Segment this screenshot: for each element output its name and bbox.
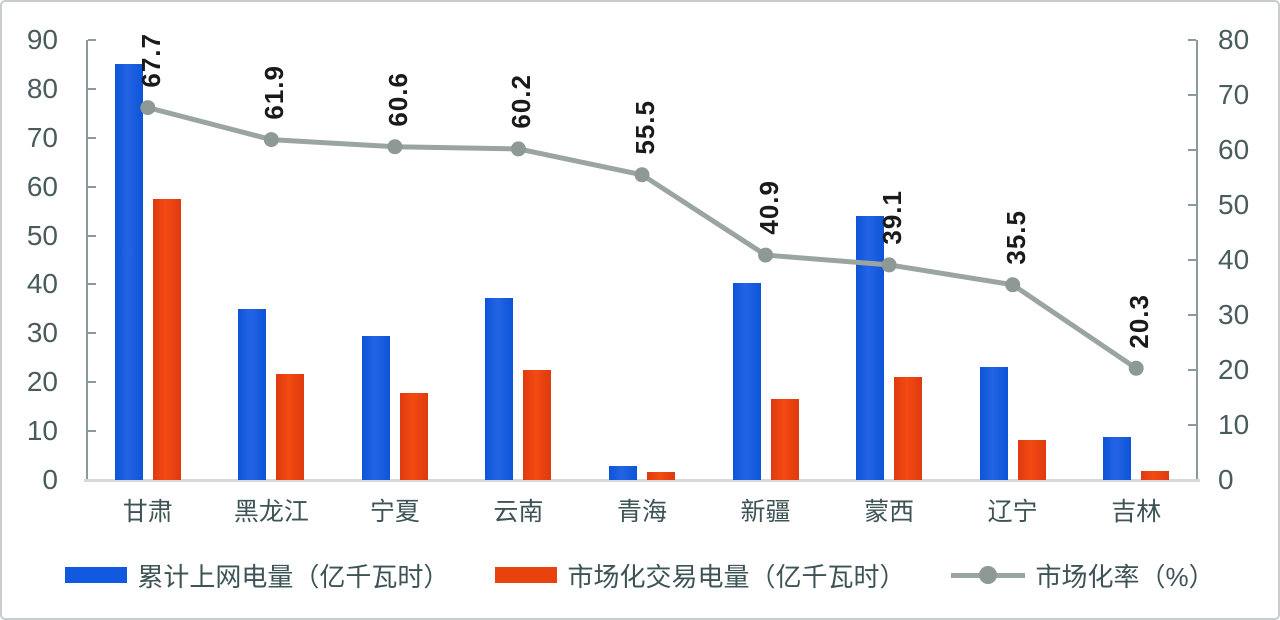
bar-market-traded-energy — [894, 376, 923, 480]
bar-cumulative-energy — [732, 282, 761, 480]
left-axis-tick-mark — [88, 39, 96, 41]
line-marker — [634, 167, 650, 183]
bar-market-traded-energy — [399, 392, 428, 480]
right-axis-tick-mark — [1188, 424, 1196, 426]
left-axis-tick-label: 20 — [26, 366, 58, 398]
bar-market-traded-energy — [1141, 471, 1170, 480]
right-axis-tick-mark — [1188, 204, 1196, 206]
right-axis-tick-label: 20 — [1218, 354, 1250, 385]
category-label: 青海 — [616, 498, 667, 526]
left-axis-line — [86, 40, 88, 480]
left-axis-tick-mark — [88, 332, 96, 335]
right-axis-tick-label: 40 — [1218, 244, 1250, 275]
line-marker — [758, 247, 774, 263]
right-axis-tick-mark — [1188, 369, 1196, 371]
bar-cumulative-energy — [485, 297, 514, 480]
left-axis-tick-label: 30 — [26, 317, 58, 349]
bar-cumulative-energy — [361, 335, 390, 480]
bar-market-traded-energy — [276, 373, 305, 480]
line-marker — [263, 132, 279, 148]
right-axis-tick-mark — [1188, 149, 1196, 151]
right-axis-tick-mark — [1188, 259, 1196, 261]
line-marker — [140, 100, 156, 116]
line-value-label: 61.9 — [259, 64, 290, 120]
right-axis-tick-label: 60 — [1218, 134, 1250, 165]
bar-market-traded-energy — [1017, 439, 1046, 480]
right-axis-tick-label: 80 — [1218, 24, 1250, 55]
left-axis-tick-mark — [88, 136, 96, 139]
legend-label: 累计上网电量（亿千瓦时） — [137, 561, 450, 592]
left-axis-tick-mark — [88, 283, 96, 286]
legend: 累计上网电量（亿千瓦时） 市场化交易电量（亿千瓦时） 市场化率（%） — [2, 556, 1278, 594]
legend-label: 市场化交易电量（亿千瓦时） — [567, 561, 906, 592]
orange-bar-swatch-icon — [495, 567, 558, 583]
line-value-label: 67.7 — [135, 33, 166, 88]
right-axis-tick-mark — [1188, 39, 1196, 41]
left-axis-tick-label: 80 — [26, 72, 58, 104]
left-axis-tick-mark — [88, 381, 96, 384]
line-marker — [387, 139, 403, 155]
left-axis-tick-label: 40 — [26, 268, 58, 300]
category-label: 辽宁 — [987, 498, 1038, 526]
category-label: 蒙西 — [864, 498, 915, 526]
line-value-label: 35.5 — [1000, 210, 1031, 265]
bar-cumulative-energy — [856, 216, 885, 480]
category-label: 吉林 — [1111, 498, 1162, 526]
bar-market-traded-energy — [770, 399, 799, 480]
line-marker — [1128, 360, 1144, 376]
legend-item-market-traded-energy: 市场化交易电量（亿千瓦时） — [495, 557, 905, 594]
category-label: 新疆 — [740, 498, 791, 526]
right-axis-tick-mark — [1188, 314, 1196, 316]
bar-market-traded-energy — [152, 198, 181, 480]
legend-item-cumulative-energy: 累计上网电量（亿千瓦时） — [65, 557, 449, 594]
legend-label: 市场化率（%） — [1035, 561, 1215, 592]
bar-cumulative-energy — [1103, 436, 1132, 480]
bar-cumulative-energy — [609, 466, 637, 480]
right-axis-tick-label: 50 — [1218, 189, 1250, 220]
bar-cumulative-energy — [238, 308, 267, 480]
right-axis-line — [1196, 40, 1198, 480]
left-axis-tick-mark — [88, 234, 96, 237]
left-axis-tick-mark — [88, 430, 96, 433]
category-label: 云南 — [493, 498, 544, 526]
left-axis-tick-label: 90 — [26, 24, 58, 55]
right-axis-tick-label: 30 — [1218, 299, 1250, 330]
left-axis-tick-label: 0 — [42, 464, 58, 495]
legend-item-marketization-rate: 市场化率（%） — [951, 557, 1215, 594]
right-axis-tick-label: 0 — [1218, 464, 1234, 495]
line-marker — [1005, 277, 1021, 293]
line-value-label: 60.2 — [506, 74, 537, 129]
left-axis-tick-mark — [88, 185, 96, 188]
left-axis-tick-label: 50 — [26, 219, 58, 251]
line-value-label: 60.6 — [382, 72, 413, 127]
right-axis-tick-label: 10 — [1218, 409, 1250, 440]
category-label: 宁夏 — [369, 498, 420, 526]
plot-area: 67.7 61.9 60.6 60.2 55.5 40.9 39.1 35.5 20.3 — [84, 33, 1200, 482]
category-label: 黑龙江 — [233, 498, 309, 526]
line-value-label: 20.3 — [1124, 293, 1155, 349]
bar-market-traded-energy — [523, 370, 552, 480]
category-label: 甘肃 — [122, 498, 173, 526]
line-value-label: 55.5 — [630, 100, 660, 155]
blue-bar-swatch-icon — [65, 567, 128, 583]
left-axis-tick-label: 60 — [26, 170, 58, 202]
x-axis-baseline — [84, 479, 1200, 482]
line-value-label: 40.9 — [753, 180, 784, 236]
line-marker — [881, 257, 897, 273]
left-axis-tick-label: 70 — [26, 121, 58, 153]
right-axis-tick-mark — [1188, 94, 1196, 96]
right-axis-tick-label: 70 — [1218, 79, 1250, 110]
bar-cumulative-energy — [979, 366, 1008, 480]
marketization-rate-line — [140, 100, 1144, 376]
line-value-label: 39.1 — [877, 190, 908, 245]
left-axis-tick-label: 10 — [26, 415, 58, 447]
bar-cumulative-energy — [114, 64, 143, 480]
gray-line-dot-swatch-icon — [951, 566, 1026, 584]
left-axis-tick-mark — [88, 87, 96, 90]
bar-market-traded-energy — [647, 472, 675, 480]
line-marker — [510, 141, 526, 157]
